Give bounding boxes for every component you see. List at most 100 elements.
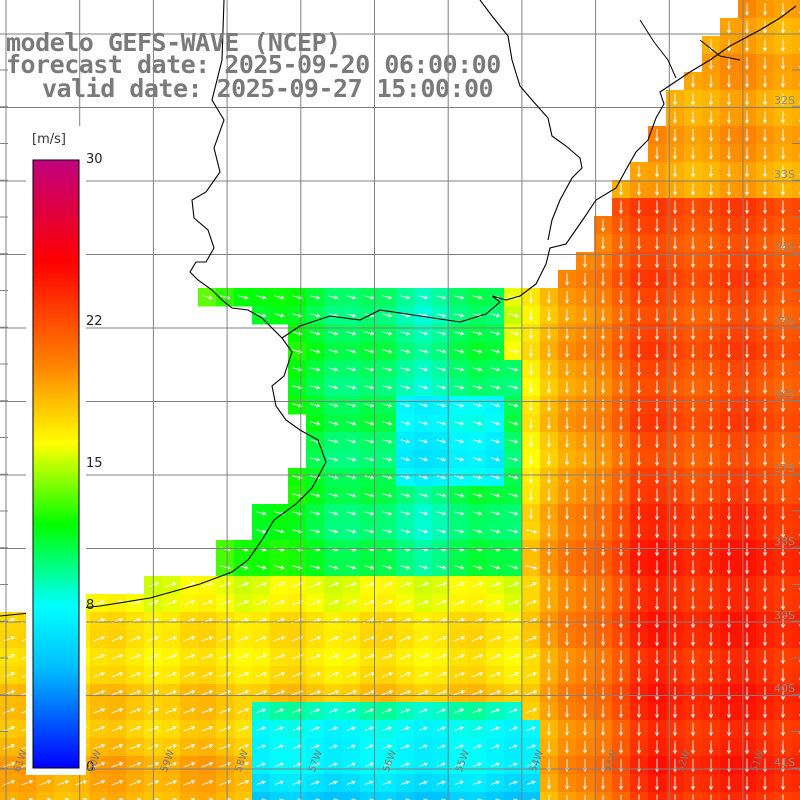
wind-arrow [93,600,106,606]
wind-arrow [744,183,750,196]
wind-arrow [618,650,624,665]
wind-arrow [654,165,660,178]
wind-arrow [744,452,750,467]
wind-arrow [708,506,714,521]
wind-arrow [472,529,483,534]
wind-arrow [600,740,606,754]
wind-arrow [708,650,714,665]
wind-arrow [400,511,411,516]
wind-arrow [638,794,640,800]
wind-arrow [618,470,624,485]
wind-arrow [582,723,588,736]
wind-arrow [744,596,750,611]
wind-arrow [472,475,483,480]
wind-cell [306,792,325,800]
wind-arrow [346,529,357,534]
wind-arrow [564,705,570,718]
wind-arrow [546,705,552,718]
wind-arrow [636,452,642,467]
wind-arrow [600,398,606,412]
wind-cell [378,792,397,800]
wind-arrow [546,381,552,394]
wind-arrow [674,794,676,800]
wind-arrow [454,565,465,570]
wind-arrow [618,560,624,575]
wind-arrow [690,452,696,467]
wind-arrow [528,291,534,304]
wind-arrow [472,565,483,570]
wind-arrow [471,654,484,660]
wind-arrow [726,614,732,629]
wind-arrow [183,708,196,714]
wind-arrow [418,708,429,713]
wind-cell [792,702,800,721]
wind-arrow [690,722,696,737]
wind-arrow [726,57,732,70]
wind-arrow [310,421,321,426]
wind-arrow [636,434,642,449]
wind-cell [36,792,55,800]
wind-arrow [618,380,624,395]
latitude-label: 34S [774,241,795,254]
wind-arrow [726,452,732,467]
wind-arrow [744,506,750,521]
wind-arrow [546,345,552,358]
valid-date: valid date: 2025-09-27 15:00:00 [42,74,494,103]
wind-arrow [382,780,393,785]
wind-arrow [238,295,249,300]
wind-arrow [636,272,642,287]
wind-arrow [690,506,696,521]
wind-arrow [744,290,750,305]
wind-arrow [690,704,696,719]
wind-cell [792,720,800,739]
wind-arrow [528,327,534,340]
wind-arrow [328,349,339,354]
wind-arrow [744,776,750,791]
wind-arrow [690,416,696,431]
wind-cell [792,468,800,487]
wind-cell [198,792,217,800]
wind-arrow [600,614,606,629]
wind-cell [792,90,800,109]
wind-arrow [780,129,786,142]
wind-arrow [528,507,534,520]
wind-arrow [165,744,178,750]
wind-arrow [780,452,786,467]
wind-arrow [780,686,786,701]
wind-arrow [582,344,588,358]
wind-arrow [291,349,303,354]
wind-arrow [708,200,714,215]
wind-arrow [364,457,375,462]
wind-arrow [726,362,732,377]
wind-arrow [525,600,538,606]
wind-arrow [690,290,696,305]
wind-cell [792,72,800,91]
wind-arrow [744,668,750,683]
wind-arrow [546,309,552,322]
wind-arrow [111,744,124,750]
wind-arrow [672,380,678,395]
wind-arrow [292,367,303,372]
wind-cell [162,792,181,800]
wind-arrow [400,421,411,426]
wind-arrow [726,398,732,413]
wind-arrow [690,218,696,233]
wind-arrow [165,582,177,588]
wind-arrow [345,690,358,696]
wind-arrow [762,650,768,665]
wind-arrow [780,290,786,305]
wind-arrow [690,668,696,683]
wind-arrow [672,147,678,160]
wind-arrow [490,565,501,570]
wind-arrow [564,363,570,376]
wind-arrow [436,529,447,534]
wind-arrow [273,672,286,678]
wind-arrow [582,578,588,592]
wind-arrow [201,780,214,786]
wind-arrow [618,740,624,755]
wind-arrow [292,313,303,318]
wind-arrow [726,524,732,539]
wind-arrow [418,511,429,516]
wind-arrow [328,385,339,390]
wind-arrow [399,690,412,696]
